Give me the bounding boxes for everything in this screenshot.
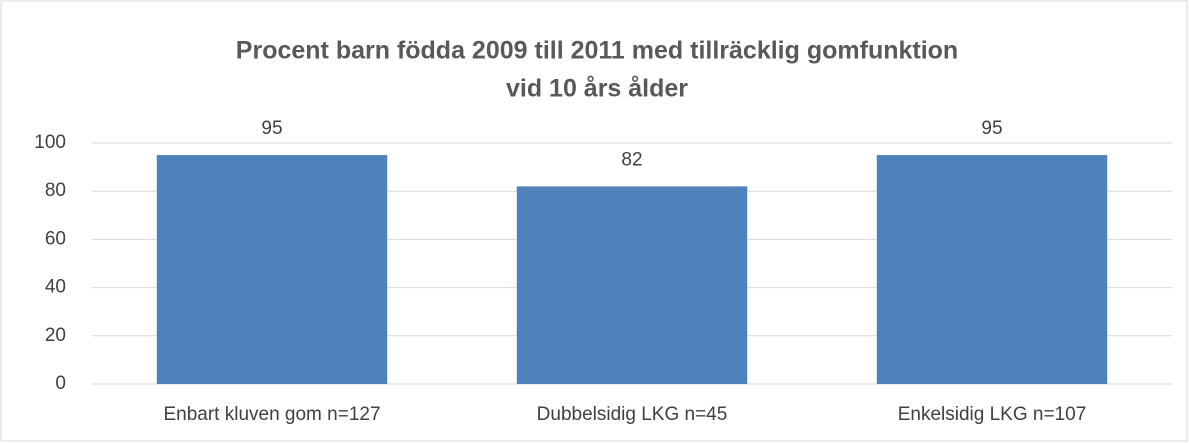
data-label: 82: [621, 149, 642, 170]
x-tick-label: Enkelsidig LKG n=107: [898, 404, 1087, 425]
y-tick-label: 100: [34, 132, 66, 153]
y-tick-label: 40: [45, 277, 66, 298]
x-tick-label: Enbart kluven gom n=127: [163, 404, 380, 425]
y-tick-label: 80: [45, 180, 66, 201]
chart-title: Procent barn födda 2009 till 2011 med ti…: [236, 37, 958, 65]
x-tick-label: Dubbelsidig LKG n=45: [537, 404, 728, 425]
chart-title: vid 10 års ålder: [506, 75, 688, 103]
bar: [156, 155, 388, 384]
bar: [876, 155, 1108, 384]
data-label: 95: [261, 118, 282, 139]
y-tick-label: 0: [55, 373, 66, 394]
data-label: 95: [981, 118, 1002, 139]
y-tick-label: 60: [45, 228, 66, 249]
bar: [516, 186, 748, 384]
y-tick-label: 20: [45, 325, 66, 346]
